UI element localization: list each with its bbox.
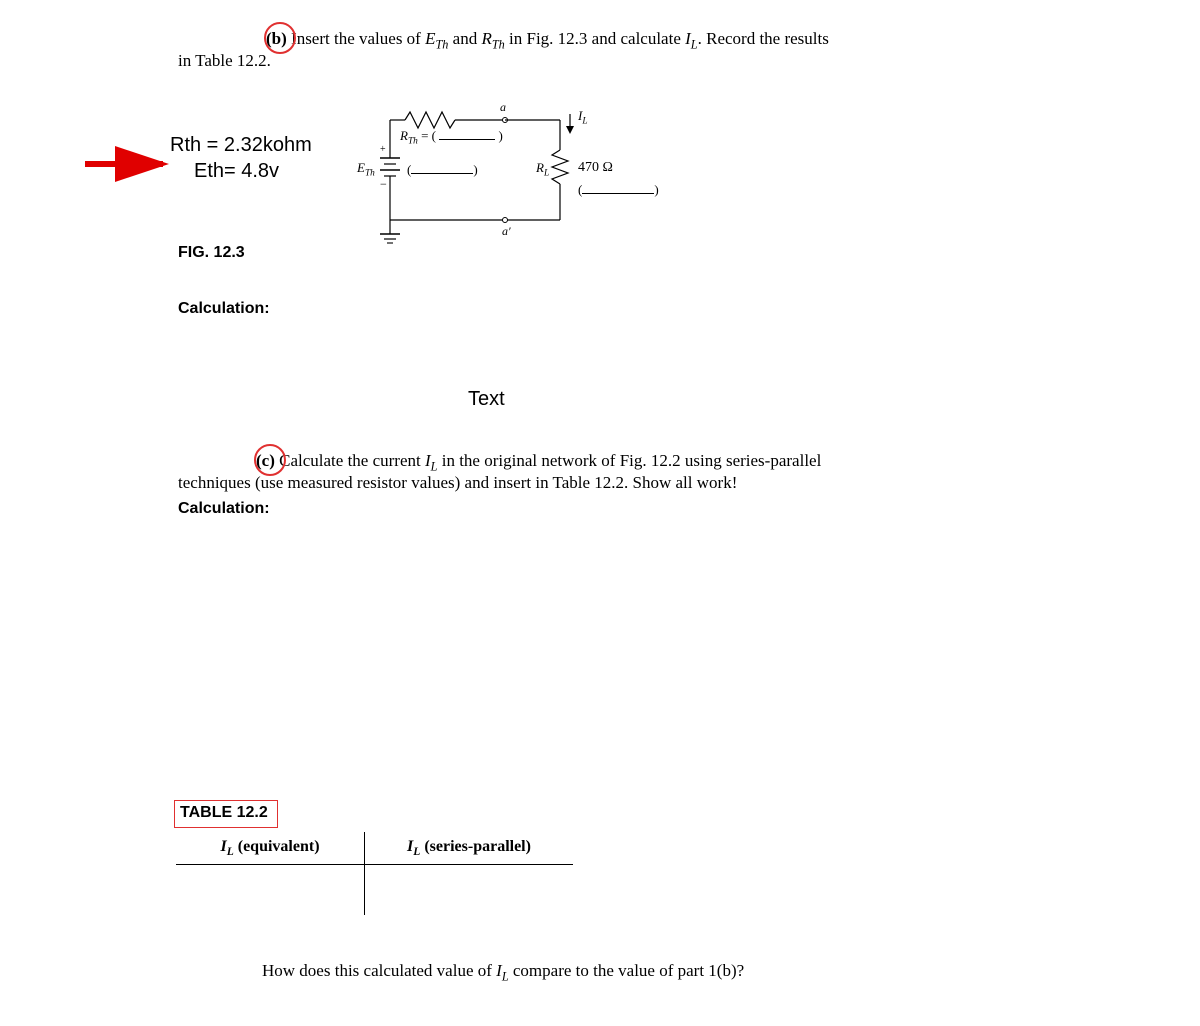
partC-pre: Calculate the current [279,451,425,470]
calc2-label: Calculation: [178,500,270,518]
table-12-2: IL (equivalent) IL (series-parallel) [176,832,573,915]
node-a-label: a [500,100,506,115]
partB-var2: R [481,29,491,48]
text-placeholder: Text [468,388,505,411]
red-arrow-icon [85,150,175,180]
eth-label: ETh [357,160,375,179]
partB-text-pre: Insert the values of [291,29,425,48]
partB-line2: in Table 12.2. [178,50,271,73]
partB-var2-sub: Th [492,37,505,51]
svg-text:−: − [380,177,387,191]
partC-line2: techniques (use measured resistor values… [178,472,898,495]
eth-blank: () [407,162,478,178]
svg-text:+: + [380,144,386,155]
calc1-label: Calculation: [178,300,270,318]
compare-question: How does this calculated value of IL com… [262,960,962,985]
table-col2-header: IL (series-parallel) [365,832,574,865]
rl-value: 470 Ω [578,160,613,176]
partB-mid: in Fig. 12.3 and calculate [505,29,685,48]
partB-var1-sub: Th [436,37,449,51]
table-cell-1 [176,865,365,916]
partB-var3-sub: L [691,37,698,51]
il-label: IL [578,108,588,127]
partB-and: and [448,29,481,48]
rl-blank: () [578,182,659,198]
partB-post: . Record the results [698,29,829,48]
table-col1-header: IL (equivalent) [176,832,365,865]
partB-var1: E [425,29,435,48]
rth-label: RTh = ( ) [400,128,503,147]
rth-given: Rth = 2.32kohm [170,134,312,157]
eth-given: Eth= 4.8v [194,160,279,183]
fig-caption: FIG. 12.3 [178,244,245,262]
partC-mid: in the original network of Fig. 12.2 usi… [437,451,821,470]
node-ap-label: a′ [502,224,511,239]
rl-label: RL [536,160,549,179]
table-cell-2 [365,865,574,916]
table-title: TABLE 12.2 [180,804,268,822]
partB-line1: (b) Insert the values of ETh and RTh in … [266,28,946,53]
